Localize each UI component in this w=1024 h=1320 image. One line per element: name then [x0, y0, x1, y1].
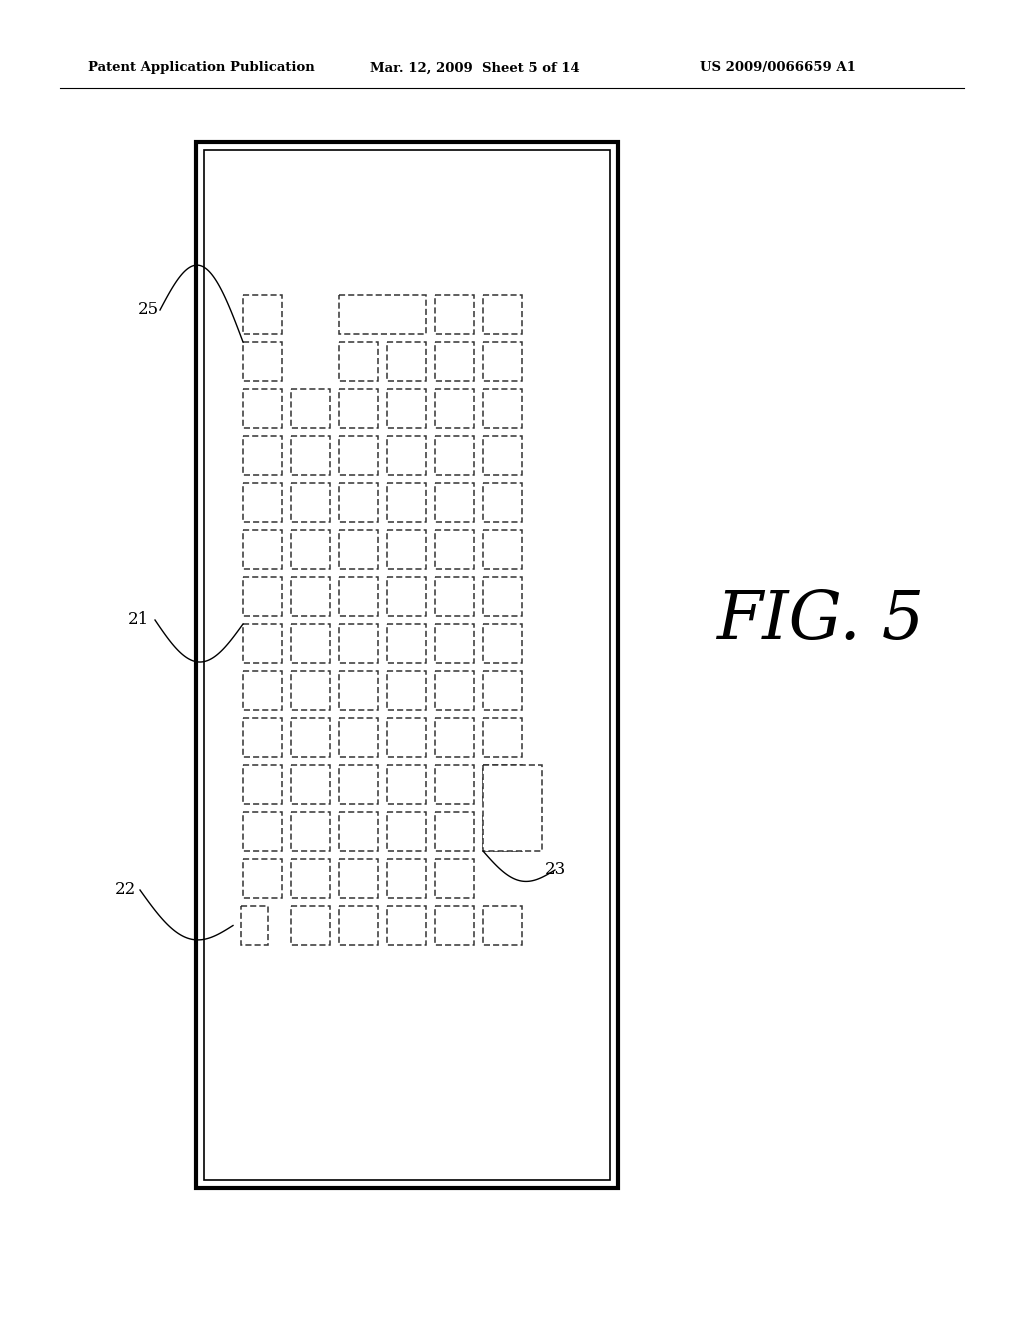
Bar [387, 671, 426, 710]
Bar [291, 624, 330, 663]
Text: 21: 21 [127, 611, 148, 628]
Bar [339, 577, 378, 616]
Bar [387, 624, 426, 663]
Bar [243, 436, 282, 475]
Bar [243, 577, 282, 616]
Bar [435, 577, 474, 616]
Bar [243, 624, 282, 663]
Text: US 2009/0066659 A1: US 2009/0066659 A1 [700, 62, 856, 74]
Bar [483, 671, 522, 710]
Bar [339, 624, 378, 663]
Bar [483, 483, 522, 521]
Bar [435, 531, 474, 569]
Bar [243, 671, 282, 710]
Bar [483, 906, 522, 945]
Bar [339, 531, 378, 569]
Text: 22: 22 [115, 882, 135, 899]
Bar [483, 624, 522, 663]
Bar [243, 294, 282, 334]
Bar [339, 812, 378, 851]
Bar [483, 812, 522, 851]
Bar [387, 531, 426, 569]
Bar [243, 389, 282, 428]
Bar [483, 436, 522, 475]
Bar [483, 577, 522, 616]
Bar [291, 766, 330, 804]
Bar [291, 577, 330, 616]
Bar [339, 766, 378, 804]
Bar [435, 718, 474, 756]
Bar [483, 342, 522, 381]
Bar [483, 766, 542, 851]
Bar [291, 671, 330, 710]
Bar [435, 812, 474, 851]
Bar [387, 766, 426, 804]
Bar [243, 718, 282, 756]
Bar [435, 389, 474, 428]
Bar [243, 531, 282, 569]
Bar [435, 483, 474, 521]
Bar [291, 718, 330, 756]
Bar [241, 906, 268, 945]
Bar [483, 718, 522, 756]
Bar [243, 342, 282, 381]
Bar [339, 671, 378, 710]
Text: Mar. 12, 2009  Sheet 5 of 14: Mar. 12, 2009 Sheet 5 of 14 [370, 62, 580, 74]
Bar [196, 143, 618, 1188]
Bar [387, 859, 426, 898]
Bar [483, 389, 522, 428]
Bar [291, 531, 330, 569]
Bar [204, 150, 610, 1180]
Bar [435, 859, 474, 898]
Bar [291, 483, 330, 521]
Bar [387, 483, 426, 521]
Bar [483, 294, 522, 334]
Bar [387, 812, 426, 851]
Bar [435, 906, 474, 945]
Bar [243, 812, 282, 851]
Bar [291, 859, 330, 898]
Bar [483, 531, 522, 569]
Bar [339, 483, 378, 521]
Bar [339, 859, 378, 898]
Bar [387, 342, 426, 381]
Bar [243, 766, 282, 804]
Bar [339, 906, 378, 945]
Bar [339, 389, 378, 428]
Bar [291, 436, 330, 475]
Text: 23: 23 [545, 862, 565, 879]
Bar [291, 812, 330, 851]
Bar [387, 906, 426, 945]
Text: 25: 25 [137, 301, 159, 318]
Bar [387, 389, 426, 428]
Bar [483, 766, 522, 804]
Bar [339, 436, 378, 475]
Bar [435, 436, 474, 475]
Bar [291, 906, 330, 945]
Bar [387, 436, 426, 475]
Bar [339, 342, 378, 381]
Bar [435, 671, 474, 710]
Bar [339, 718, 378, 756]
Bar [243, 859, 282, 898]
Bar [243, 483, 282, 521]
Bar [387, 718, 426, 756]
Bar [339, 294, 426, 334]
Bar [435, 766, 474, 804]
Bar [435, 294, 474, 334]
Text: Patent Application Publication: Patent Application Publication [88, 62, 314, 74]
Bar [435, 624, 474, 663]
Bar [435, 342, 474, 381]
Bar [291, 389, 330, 428]
Bar [387, 577, 426, 616]
Text: FIG. 5: FIG. 5 [716, 587, 924, 652]
